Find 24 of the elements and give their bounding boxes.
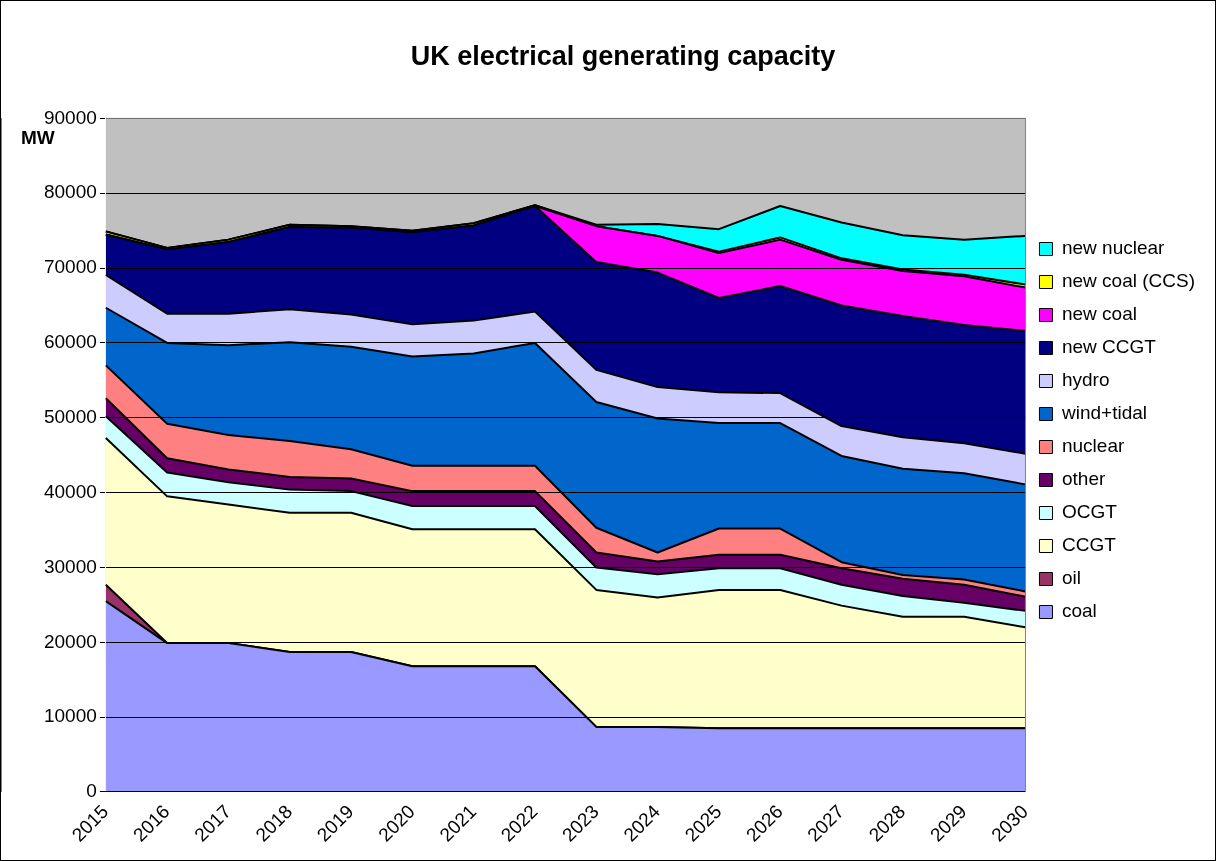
legend-label: CCGT xyxy=(1061,534,1117,556)
legend-label: new nuclear xyxy=(1061,237,1166,259)
y-tick-label: 70000 xyxy=(43,256,97,278)
y-axis-title: MW xyxy=(21,126,55,148)
y-tick-label: 60000 xyxy=(43,331,97,353)
y-tick-label: 50000 xyxy=(43,406,97,428)
legend-label: nuclear xyxy=(1061,435,1125,457)
legend-label: oil xyxy=(1061,567,1081,589)
y-tick-label: 30000 xyxy=(43,555,97,577)
legend-label: wind+tidal xyxy=(1060,402,1147,424)
legend-label: new coal xyxy=(1061,303,1137,325)
legend-label: coal xyxy=(1061,600,1097,622)
legend-label: hydro xyxy=(1061,369,1110,391)
legend-label: new coal (CCS) xyxy=(1061,270,1196,292)
y-tick-label: 0 xyxy=(86,780,97,802)
legend-label: other xyxy=(1061,468,1106,490)
y-tick-label: 10000 xyxy=(43,705,97,727)
y-tick-label: 90000 xyxy=(43,106,97,128)
legend-label: new CCGT xyxy=(1061,336,1157,358)
y-tick-label: 80000 xyxy=(43,181,97,203)
y-tick-label: 20000 xyxy=(43,630,97,652)
chart-title: UK electrical generating capacity xyxy=(410,40,836,71)
legend-label: OCGT xyxy=(1061,501,1118,523)
y-tick-label: 40000 xyxy=(43,480,97,502)
